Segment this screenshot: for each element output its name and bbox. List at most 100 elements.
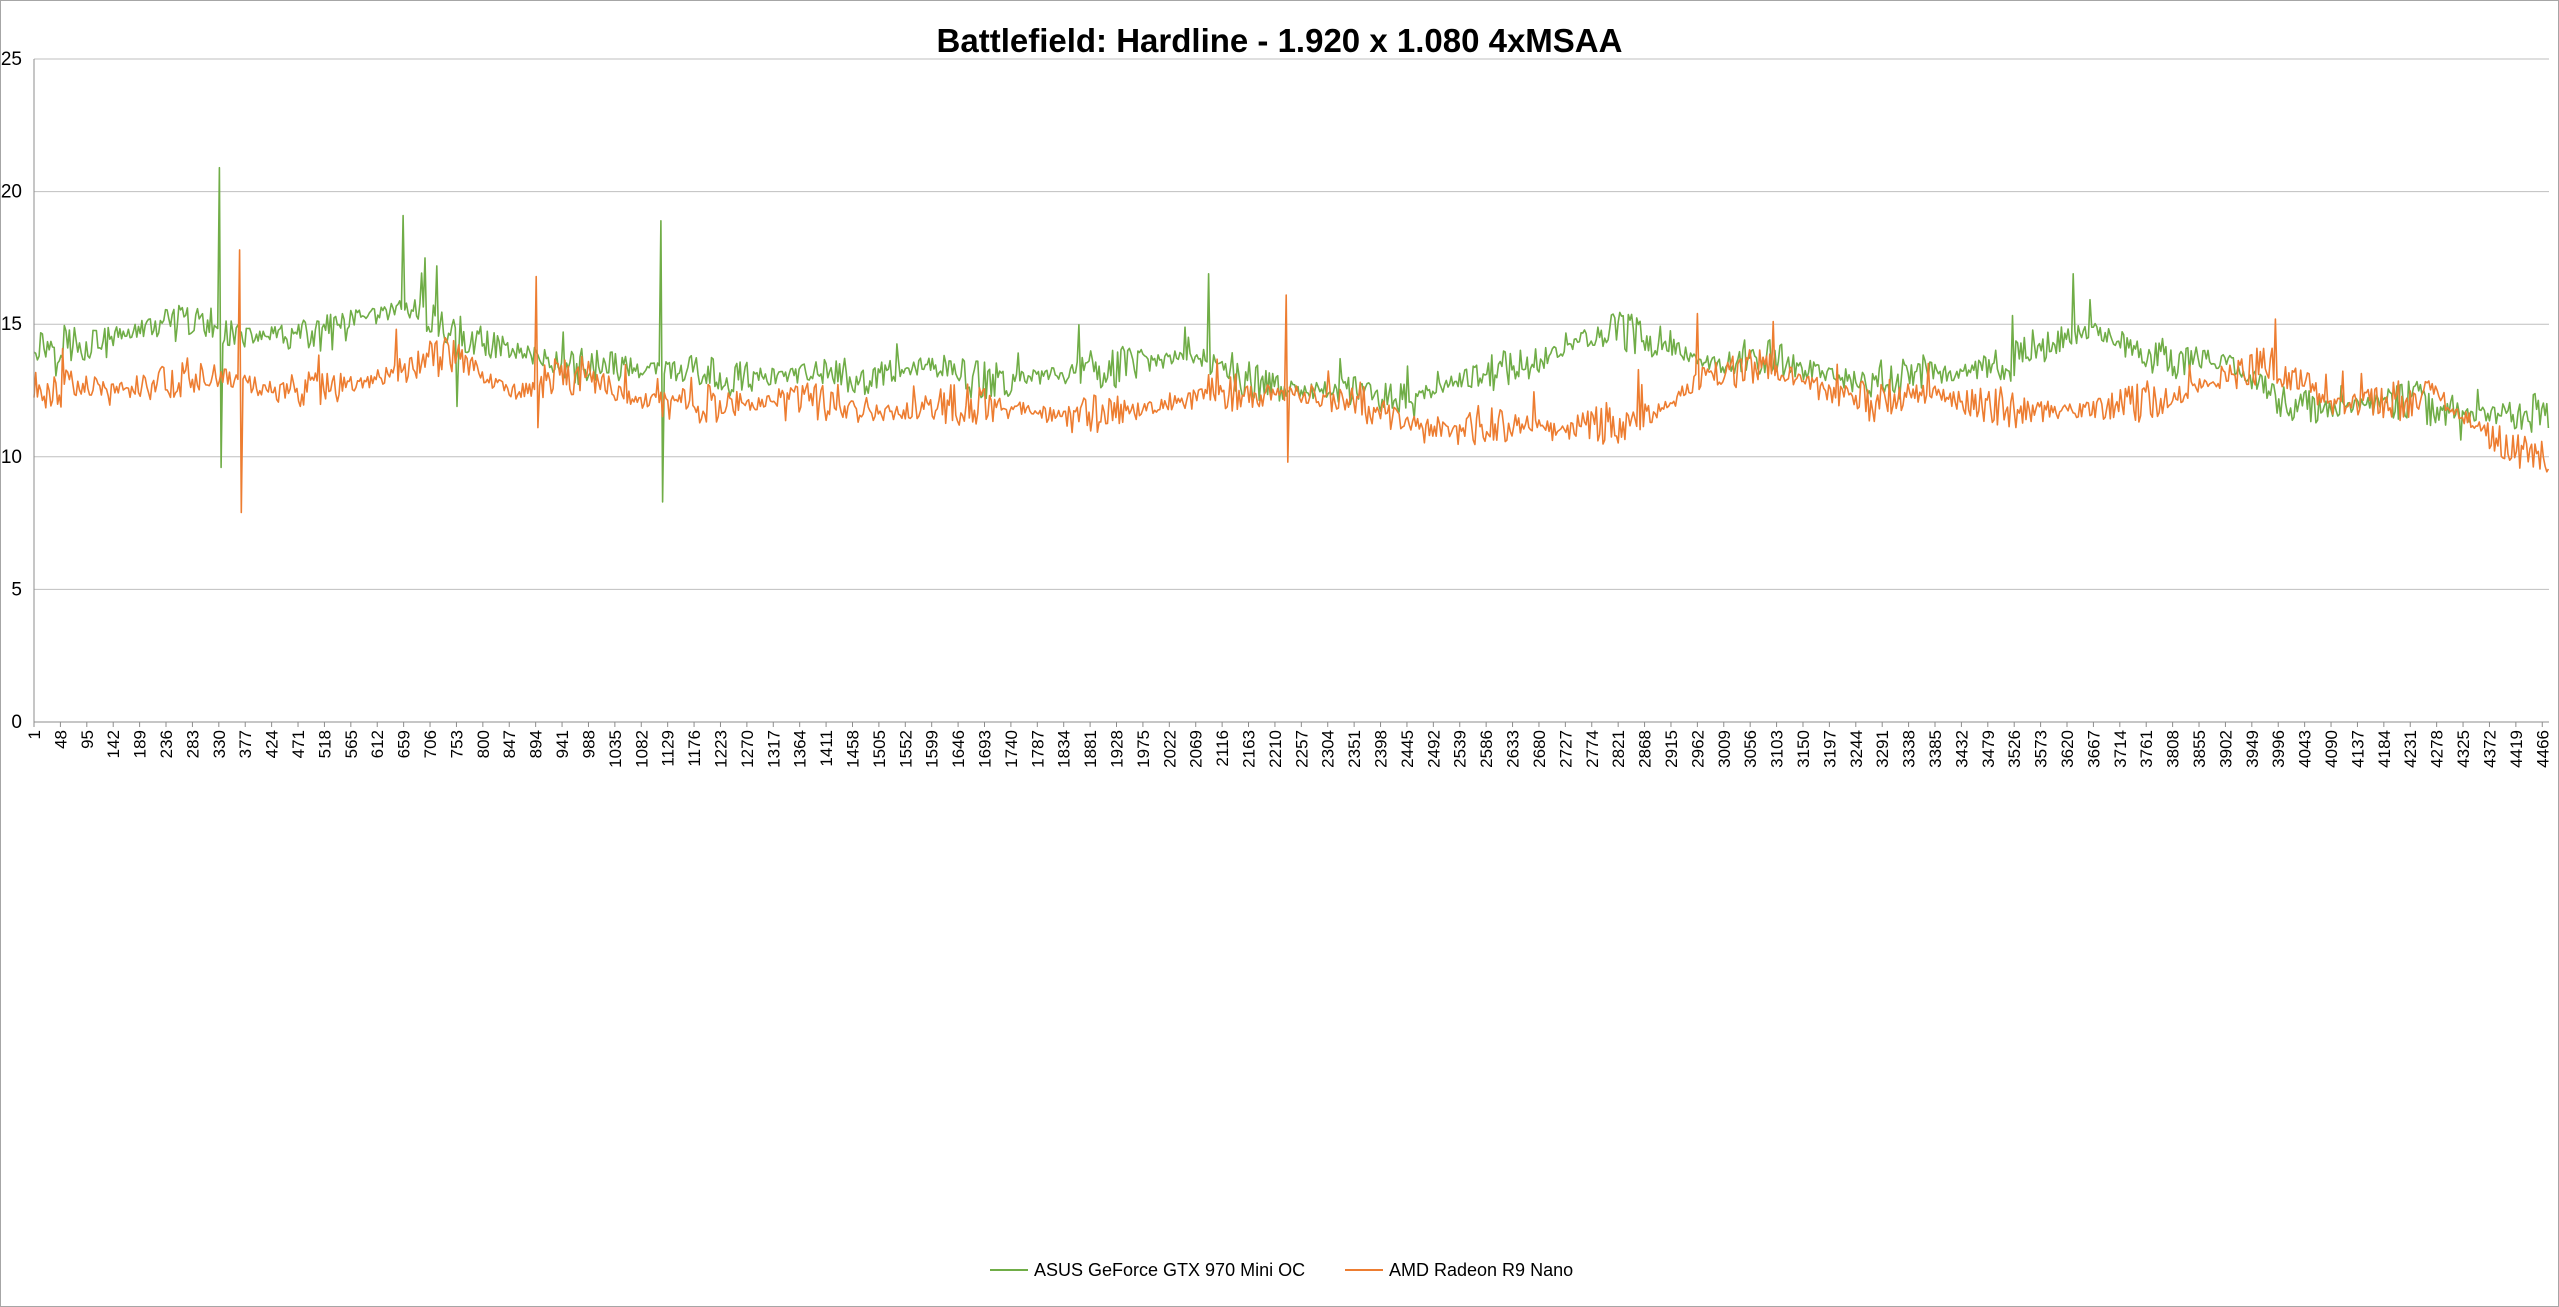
x-tick-label: 4043 [2296,730,2315,768]
x-tick-label: 2257 [1292,730,1311,768]
y-tick-label: 15 [1,314,22,335]
axes [33,59,2549,723]
x-tick-label: 988 [579,730,598,758]
y-tick-label: 10 [1,447,22,468]
x-tick-label: 4137 [2348,730,2367,768]
x-tick-label: 1270 [738,730,757,768]
x-tick-label: 2492 [1424,730,1443,768]
x-tick-label: 1082 [632,730,651,768]
x-tick-label: 1740 [1002,730,1021,768]
x-tick-label: 1787 [1028,730,1047,768]
x-tick-label: 471 [289,730,308,758]
x-tick-label: 4325 [2454,730,2473,768]
x-tick-label: 189 [131,730,150,758]
x-tick-label: 847 [500,730,519,758]
x-tick-label: 2539 [1451,730,1470,768]
x-tick-label: 2633 [1504,730,1523,768]
x-tick-label: 1035 [606,730,625,768]
y-tick-label: 0 [11,712,22,733]
x-tick-label: 2868 [1636,730,1655,768]
x-tick-label: 2163 [1240,730,1259,768]
x-tick-label: 2069 [1187,730,1206,768]
legend-label: AMD Radeon R9 Nano [1389,1260,1573,1280]
x-tick-label: 2398 [1372,730,1391,768]
x-tick-label: 1599 [923,730,942,768]
x-tick-label: 1505 [870,730,889,768]
x-tick-label: 2774 [1583,730,1602,768]
x-tick-label: 3902 [2216,730,2235,768]
x-tick-label: 3714 [2111,730,2130,768]
x-tick-label: 95 [78,730,97,749]
x-tick-label: 800 [474,730,493,758]
x-tick-label: 48 [51,730,70,749]
x-tick-label: 518 [315,730,334,758]
x-tick-label: 3620 [2058,730,2077,768]
y-tick-label: 5 [11,579,22,600]
series-lines [33,166,2550,514]
x-tick-label: 753 [447,730,466,758]
legend-label: ASUS GeForce GTX 970 Mini OC [1034,1260,1305,1280]
x-tick-label: 1834 [1055,730,1074,768]
x-tick-label: 2727 [1556,730,1575,768]
x-tick-label: 1975 [1134,730,1153,768]
x-axis-ticks: 1 48 95 142 189 236 283 330 377 424 471 518 565 612 65… [25,722,2552,768]
x-tick-label: 1693 [975,730,994,768]
x-tick-label: 1317 [764,730,783,768]
series-line-0 [33,166,2550,503]
x-tick-label: 3150 [1794,730,1813,768]
x-tick-label: 3667 [2084,730,2103,768]
x-tick-label: 941 [553,730,572,758]
x-tick-label: 3996 [2269,730,2288,768]
y-tick-label: 20 [1,182,22,203]
x-tick-label: 142 [104,730,123,758]
x-tick-label: 3808 [2164,730,2183,768]
x-tick-label: 3103 [1768,730,1787,768]
x-tick-label: 3056 [1741,730,1760,768]
x-tick-label: 706 [421,730,440,758]
x-tick-label: 3573 [2032,730,2051,768]
x-tick-label: 236 [157,730,176,758]
x-tick-label: 3197 [1820,730,1839,768]
x-tick-label: 3761 [2137,730,2156,768]
x-tick-label: 2680 [1530,730,1549,768]
x-tick-label: 2304 [1319,730,1338,768]
x-tick-label: 659 [395,730,414,758]
x-tick-label: 4466 [2533,730,2552,768]
x-tick-label: 330 [210,730,229,758]
x-tick-label: 3385 [1926,730,1945,768]
x-tick-label: 1928 [1108,730,1127,768]
x-tick-label: 2210 [1266,730,1285,768]
x-tick-label: 1 [25,730,44,739]
x-tick-label: 4184 [2375,730,2394,768]
x-tick-label: 4090 [2322,730,2341,768]
x-tick-label: 1646 [949,730,968,768]
x-tick-label: 3009 [1715,730,1734,768]
x-tick-label: 2022 [1160,730,1179,768]
x-tick-label: 1458 [843,730,862,768]
x-tick-label: 2821 [1609,730,1628,768]
gridlines [34,58,2549,723]
x-tick-label: 3479 [1979,730,1998,768]
x-tick-label: 1364 [791,730,810,768]
x-tick-label: 3855 [2190,730,2209,768]
x-tick-label: 1552 [896,730,915,768]
y-tick-label: 25 [1,49,22,70]
x-tick-label: 1411 [817,730,836,767]
y-axis-ticks: 0 5 10 15 20 25 [1,49,22,733]
chart-title: Battlefield: Hardline - 1.920 x 1.080 4x… [936,22,1623,59]
x-tick-label: 3244 [1847,730,1866,768]
x-tick-label: 2445 [1398,730,1417,768]
x-tick-label: 4278 [2428,730,2447,768]
x-tick-label: 3338 [1900,730,1919,768]
x-tick-label: 283 [183,730,202,758]
x-tick-label: 2586 [1477,730,1496,768]
x-tick-label: 1881 [1081,730,1100,768]
legend: ASUS GeForce GTX 970 Mini OC AMD Radeon R… [990,1260,1573,1280]
x-tick-label: 565 [342,730,361,758]
x-tick-label: 3432 [1952,730,1971,768]
x-tick-label: 3949 [2243,730,2262,768]
x-tick-label: 2915 [1662,730,1681,768]
x-tick-label: 4419 [2507,730,2526,768]
